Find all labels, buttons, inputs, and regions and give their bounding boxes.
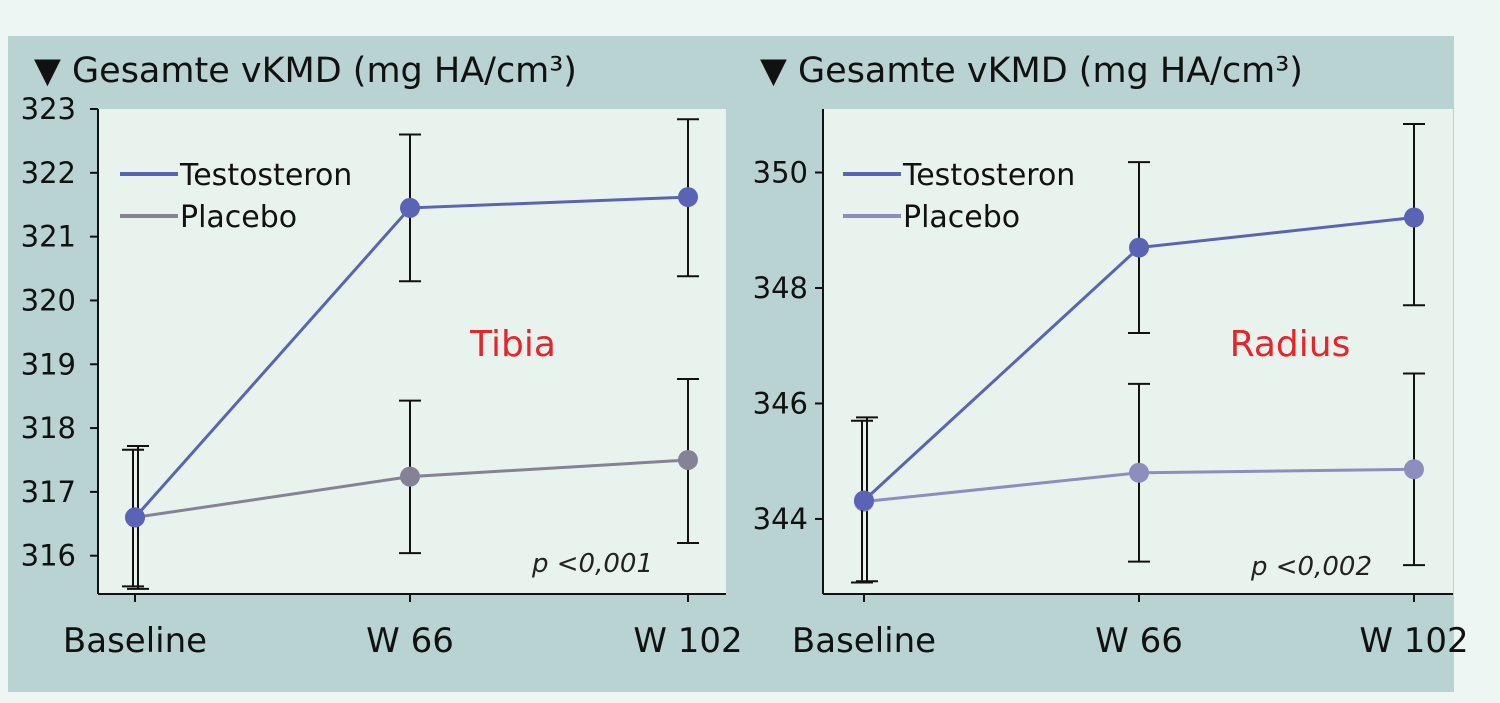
plot-area (98, 109, 726, 594)
data-point (678, 449, 698, 470)
data-point (1129, 462, 1149, 483)
site-label: Radius (1230, 324, 1351, 365)
data-point (400, 466, 420, 487)
y-tick-label: 321 (21, 220, 76, 254)
x-tick-label: W 102 (1359, 621, 1468, 661)
data-point (125, 507, 145, 528)
legend-label: Placebo (180, 200, 297, 235)
series-placebo (854, 372, 1425, 583)
data-point (400, 197, 420, 218)
site-label: Tibia (469, 324, 556, 365)
x-tick-label: W 102 (633, 621, 742, 661)
data-point (854, 490, 874, 511)
y-tick-label: 319 (21, 347, 76, 381)
legend-label: Testosteron (902, 158, 1075, 193)
y-tick-label: 350 (753, 156, 808, 190)
y-tick-label: 316 (21, 539, 76, 573)
legend: Placebo Testosteron (120, 158, 352, 235)
series-testosteron (122, 118, 699, 588)
y-tick-label: 317 (21, 475, 76, 509)
y-tick-label: 320 (21, 283, 76, 317)
y-tick-label: 322 (21, 156, 76, 190)
x-tick-label: Baseline (792, 621, 936, 661)
axes: 316 317 318 319 320 321 322 323 Baseline W 66 W 10… (21, 92, 743, 661)
data-point (1129, 237, 1149, 258)
series-testosteron (851, 123, 1425, 584)
data-marks (122, 118, 699, 590)
y-tick-label: 348 (753, 271, 808, 305)
p-value-label: p <0,001 (531, 549, 653, 579)
legend-label: Placebo (903, 200, 1020, 235)
p-value-label: p <0,002 (1250, 552, 1372, 582)
chart-title: ▼ Gesamte vKMD (mg HA/cm³) (34, 51, 577, 91)
chart-title: ▼ Gesamte vKMD (mg HA/cm³) (760, 51, 1303, 91)
y-tick-label: 323 (21, 92, 76, 126)
chart-radius: ▼ Gesamte vKMD (mg HA/cm³) 344 346 348 350 B… (753, 51, 1469, 661)
data-marks (851, 123, 1425, 584)
y-tick-label: 346 (753, 386, 808, 420)
x-tick-label: W 66 (366, 621, 454, 661)
chart-tibia: ▼ Gesamte vKMD (mg HA/cm³) 3163173183193… (21, 51, 743, 661)
data-point (1404, 207, 1424, 228)
y-tick-label: 318 (21, 411, 76, 445)
axes: 344 346 348 350 Baseline W 66 W 102 (753, 109, 1469, 661)
data-point (1404, 459, 1424, 480)
y-tick-label: 344 (753, 502, 808, 536)
x-tick-label: W 66 (1095, 621, 1183, 661)
data-point (678, 187, 698, 208)
legend: Placebo Testosteron (843, 158, 1075, 235)
legend-label: Testosteron (179, 158, 352, 193)
x-tick-label: Baseline (63, 621, 207, 661)
